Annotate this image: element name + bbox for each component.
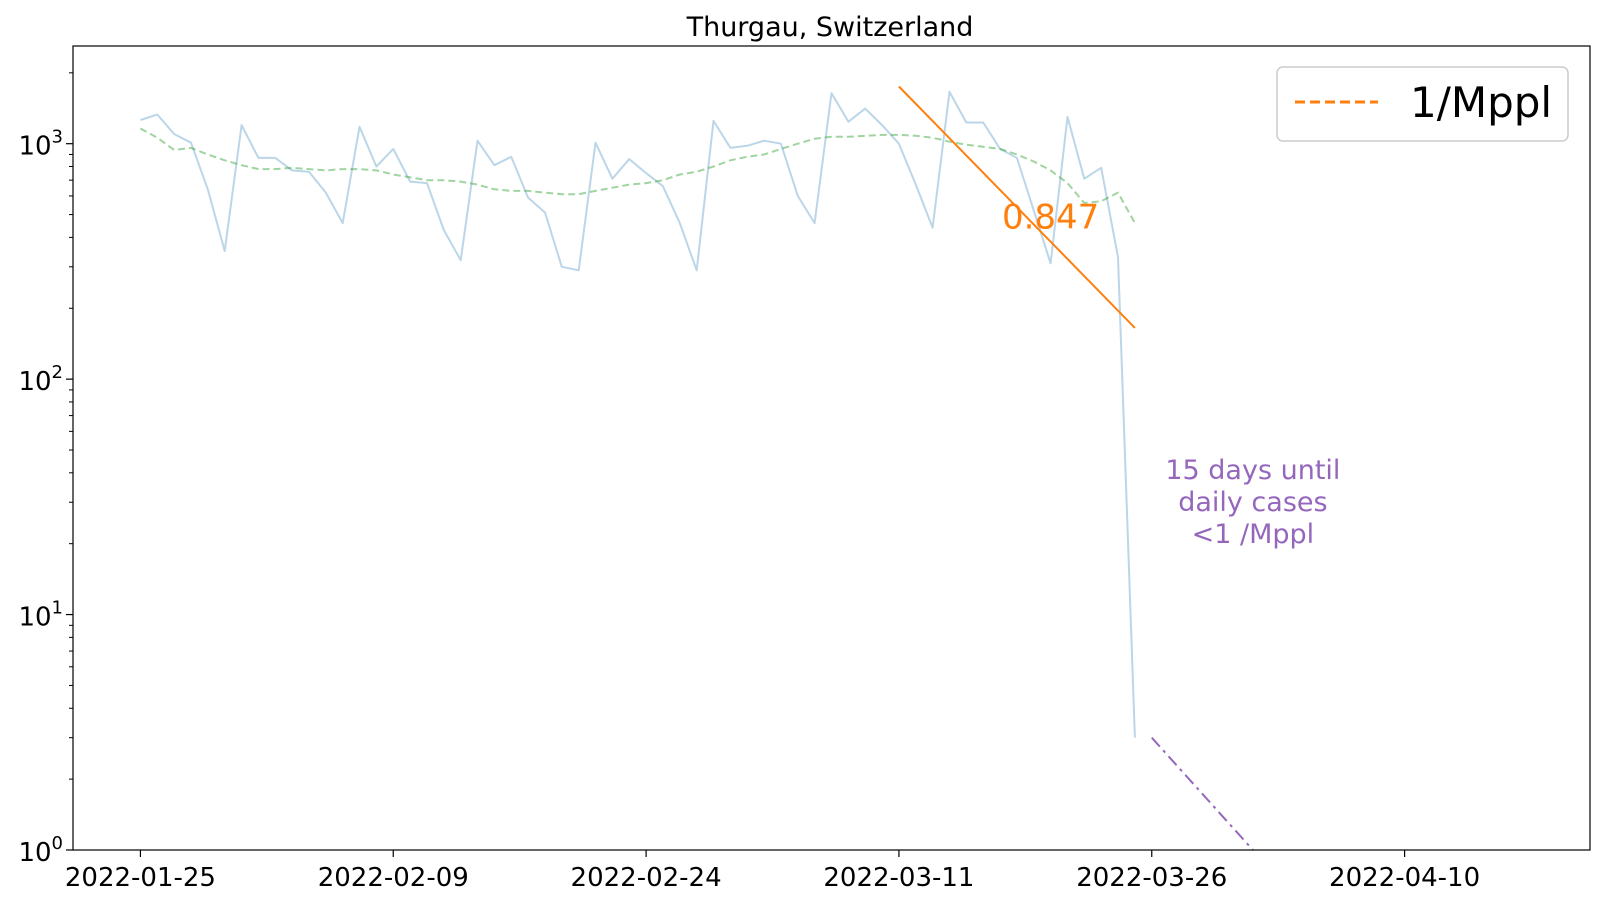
projection-annotation-line: 15 days until: [1165, 455, 1340, 486]
x-tick-label: 2022-03-11: [823, 863, 974, 893]
y-tick-exponent: 1: [52, 598, 63, 619]
y-tick-exponent: 3: [52, 127, 63, 148]
chart-title: Thurgau, Switzerland: [686, 12, 974, 43]
y-tick-label: 100: [18, 833, 63, 868]
x-tick-label: 2022-03-26: [1076, 863, 1227, 893]
series-line-7-day-average: [139, 127, 1136, 224]
projection-annotation-line: daily cases: [1178, 487, 1327, 518]
y-tick-label: 101: [18, 598, 63, 633]
legend-box: [1276, 66, 1569, 142]
series-line-daily-cases: [140, 90, 1136, 738]
y-tick-base: 10: [18, 838, 51, 868]
y-tick-label: 102: [18, 362, 63, 397]
series-line-fit: [898, 85, 1136, 329]
axes: 2022-01-25 2022-02-09 2022-02-24 2022-03-11…: [18, 45, 1591, 893]
y-tick-exponent: 0: [52, 833, 63, 854]
y-tick-base: 10: [18, 603, 51, 633]
projection-annotation-line: <1 /Mppl: [1192, 519, 1315, 550]
x-tick-label: 2022-04-10: [1329, 863, 1480, 893]
x-tick-label: 2022-01-25: [65, 863, 216, 893]
axes-frame: [72, 45, 1591, 851]
y-tick-base: 10: [18, 132, 51, 162]
x-tick-label: 2022-02-09: [318, 863, 469, 893]
x-tick-label: 2022-02-24: [571, 863, 722, 893]
y-tick-label: 103: [18, 127, 63, 162]
fit-slope-label: 0.847: [1002, 198, 1099, 238]
y-tick-exponent: 2: [52, 362, 63, 383]
legend-label: 1/Mppl: [1410, 78, 1552, 127]
legend: 1/Mppl: [1276, 66, 1569, 142]
y-tick-base: 10: [18, 367, 51, 397]
series-line-projection: [1151, 737, 1254, 851]
